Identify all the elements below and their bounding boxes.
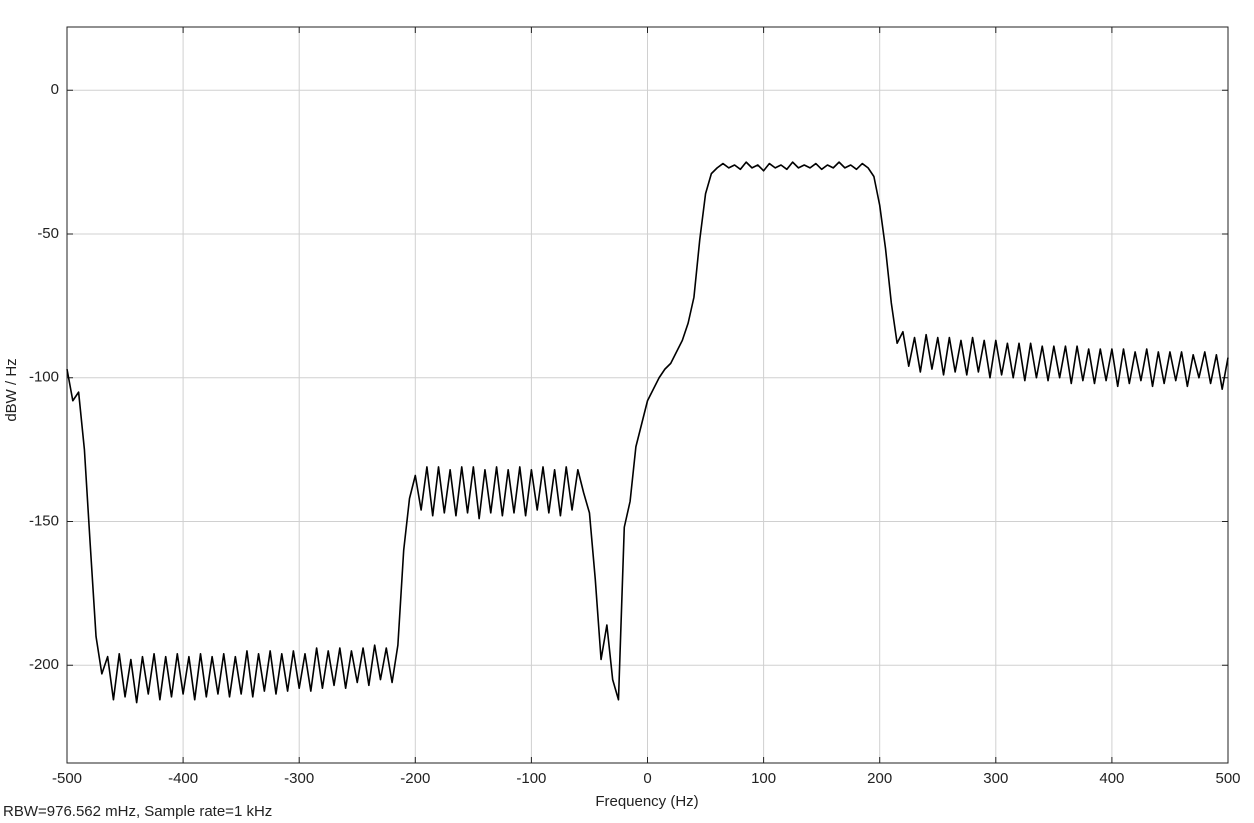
x-tick-label: 200	[867, 770, 892, 787]
x-tick-label: 400	[1099, 770, 1124, 787]
y-tick-label: -200	[29, 656, 59, 673]
x-tick-label: -200	[400, 770, 430, 787]
x-tick-label: -100	[516, 770, 546, 787]
y-tick-label: -50	[37, 225, 59, 242]
y-axis-label: dBW / Hz	[3, 358, 20, 421]
x-tick-label: 100	[751, 770, 776, 787]
annotation: RBW=976.562 mHz, Sample rate=1 kHz	[3, 803, 272, 820]
plot-frame	[66, 26, 1229, 764]
spectrum-line	[66, 161, 1229, 704]
x-tick-label: 500	[1215, 770, 1240, 787]
y-tick-label: -150	[29, 512, 59, 529]
x-tick-label: -500	[52, 770, 82, 787]
x-axis-label: Frequency (Hz)	[595, 793, 698, 810]
x-tick-label: -300	[284, 770, 314, 787]
y-tick-label: 0	[51, 81, 59, 98]
y-tick-label: -100	[29, 369, 59, 386]
x-tick-label: 0	[643, 770, 651, 787]
x-tick-label: 300	[983, 770, 1008, 787]
x-tick-label: -400	[168, 770, 198, 787]
